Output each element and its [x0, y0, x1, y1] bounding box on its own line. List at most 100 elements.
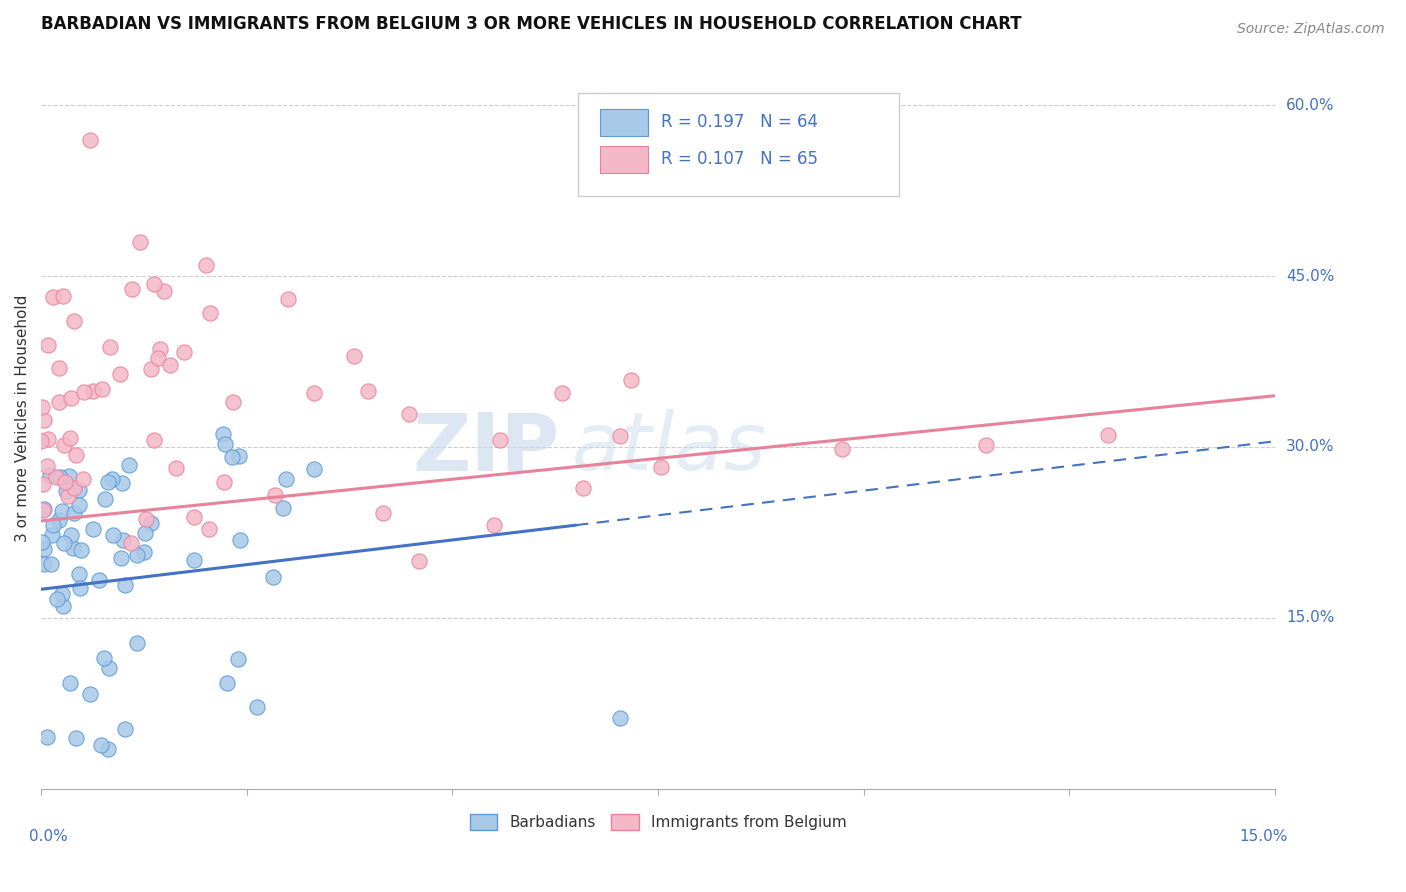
Point [135, 512, 157, 526]
Text: atlas: atlas [572, 409, 766, 487]
Point [141, 516, 163, 530]
Point [277, 292, 299, 306]
Text: 0.0%: 0.0% [28, 830, 67, 844]
Point [32, 413, 55, 427]
Point [211, 426, 233, 441]
Point [42, 518, 65, 533]
Point [1097, 428, 1119, 442]
Point [620, 373, 643, 387]
Point [110, 475, 132, 490]
Point [55, 484, 77, 499]
Point [482, 517, 505, 532]
Point [149, 342, 172, 356]
Point [221, 450, 243, 464]
Point [183, 510, 205, 524]
Point [212, 475, 235, 489]
Point [58, 489, 80, 503]
Point [32, 541, 55, 556]
Point [63, 314, 86, 328]
Point [276, 472, 298, 486]
Point [58, 468, 80, 483]
Point [101, 472, 124, 486]
Point [48, 513, 70, 527]
Point [118, 458, 141, 472]
Point [87, 573, 110, 587]
Point [120, 536, 142, 550]
Point [304, 386, 326, 401]
Point [101, 528, 124, 542]
Point [489, 434, 512, 448]
Point [127, 548, 149, 562]
Text: 60.0%: 60.0% [1286, 98, 1334, 113]
Point [48, 394, 70, 409]
Point [45, 470, 67, 484]
Point [30, 434, 52, 449]
Point [31, 400, 53, 414]
Point [159, 358, 181, 372]
Point [39, 557, 62, 571]
Text: Source: ZipAtlas.com: Source: ZipAtlas.com [1237, 22, 1385, 37]
Point [142, 277, 165, 291]
Point [198, 522, 221, 536]
Text: 15.0%: 15.0% [1239, 830, 1288, 844]
Point [63, 481, 86, 495]
Point [41, 527, 63, 541]
Point [214, 437, 236, 451]
Point [194, 258, 217, 272]
Y-axis label: 3 or more Vehicles in Household: 3 or more Vehicles in Household [15, 295, 30, 542]
Point [59, 676, 82, 690]
Point [48, 360, 70, 375]
Point [79, 132, 101, 146]
Point [41, 290, 63, 304]
Point [110, 551, 132, 566]
Point [371, 506, 394, 520]
Point [59, 391, 82, 405]
Point [65, 448, 87, 462]
Point [38, 467, 60, 482]
Point [111, 533, 134, 548]
Point [73, 384, 96, 399]
Point [609, 429, 631, 443]
Point [114, 577, 136, 591]
Point [132, 544, 155, 558]
Point [198, 306, 221, 320]
Point [69, 582, 91, 596]
Point [48, 470, 70, 484]
Point [217, 676, 239, 690]
Point [97, 475, 120, 490]
Point [67, 483, 90, 498]
Point [262, 570, 284, 584]
Point [62, 541, 84, 555]
Point [228, 449, 250, 463]
Point [90, 738, 112, 752]
Point [31, 477, 53, 491]
Point [128, 235, 150, 249]
Point [37, 458, 59, 473]
Point [271, 500, 294, 515]
Point [53, 475, 76, 489]
Point [72, 472, 94, 486]
Point [82, 522, 104, 536]
Point [343, 349, 366, 363]
Point [52, 289, 75, 303]
Point [65, 731, 87, 745]
Text: 15.0%: 15.0% [1286, 610, 1334, 625]
Point [51, 504, 73, 518]
FancyBboxPatch shape [600, 109, 648, 136]
Point [264, 488, 287, 502]
Point [67, 567, 90, 582]
Text: BARBADIAN VS IMMIGRANTS FROM BELGIUM 3 OR MORE VEHICLES IN HOUSEHOLD CORRELATION: BARBADIAN VS IMMIGRANTS FROM BELGIUM 3 O… [41, 15, 1022, 33]
Point [148, 351, 170, 365]
Point [650, 459, 672, 474]
Point [35, 730, 58, 744]
Point [37, 432, 59, 446]
Point [32, 503, 55, 517]
FancyBboxPatch shape [578, 93, 898, 196]
Point [357, 384, 380, 398]
Text: 45.0%: 45.0% [1286, 268, 1334, 284]
Point [93, 651, 115, 665]
Point [32, 502, 55, 516]
Point [974, 438, 997, 452]
Point [59, 528, 82, 542]
Point [98, 340, 121, 354]
